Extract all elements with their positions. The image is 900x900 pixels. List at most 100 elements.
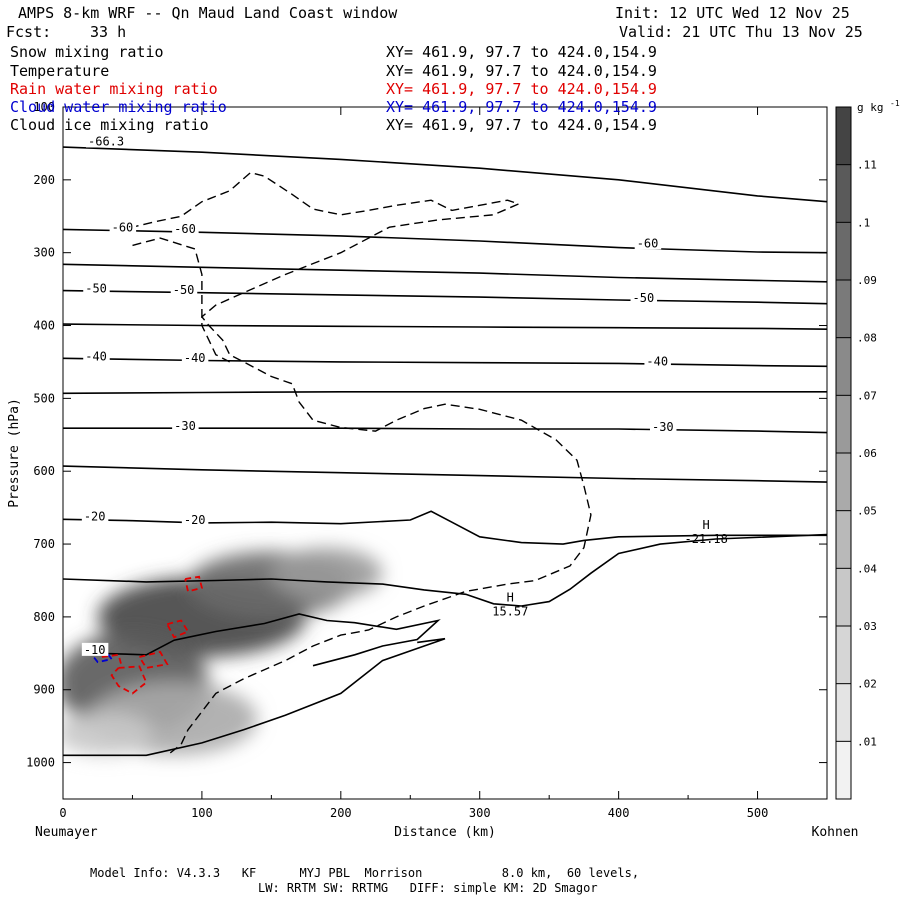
snow-contour-line	[132, 237, 231, 363]
colorbar-tick-label: .1	[857, 216, 870, 229]
colorbar-segment	[836, 568, 851, 626]
isotherm-label: -40	[646, 354, 668, 368]
colorbar-segment	[836, 683, 851, 742]
snow-shade-blob	[63, 711, 154, 756]
colorbar-tick-label: .06	[857, 447, 877, 460]
field-xy-snow: XY= 461.9, 97.7 to 424.0,154.9	[386, 43, 657, 61]
isotherm-label-bg	[630, 291, 658, 305]
cloud-water-contour-line	[90, 648, 114, 664]
isotherm-label: -50	[173, 283, 195, 297]
colorbar-tick-label: .11	[857, 159, 877, 172]
isotherm-line	[63, 391, 827, 395]
isotherm-label-bg	[181, 513, 209, 527]
x-tick-label: 0	[59, 806, 66, 820]
isotherm-label: -40	[184, 351, 206, 365]
x-tick-label: 100	[191, 806, 213, 820]
isotherm-line	[63, 533, 827, 607]
forecast-label: Fcst:	[6, 23, 52, 41]
high-value: 15.57	[492, 605, 528, 619]
isotherm-label-bg	[81, 509, 109, 523]
isotherm-label-bg	[86, 134, 128, 148]
isotherm-label: -30	[174, 419, 196, 433]
rain-contour-line	[110, 665, 148, 695]
cloud-water-contour-layer	[90, 648, 114, 664]
field-xy-cloud-ice: XY= 461.9, 97.7 to 424.0,154.9	[386, 116, 657, 134]
isotherm-label-bg	[634, 236, 662, 250]
isotherm-label: -20	[184, 513, 206, 527]
colorbar-tick-label: .08	[857, 332, 877, 345]
colorbar-segment	[836, 626, 851, 684]
isotherm-label-bg	[172, 221, 199, 235]
isotherm-line	[63, 465, 827, 483]
rain-contour-line	[101, 653, 123, 666]
colorbar-segment	[836, 164, 851, 223]
isotherm-line	[97, 613, 441, 667]
model-info-line-1: Model Info: V4.3.3 KF MYJ PBL Morrison 8…	[90, 866, 640, 880]
field-xy-temperature: XY= 461.9, 97.7 to 424.0,154.9	[386, 62, 657, 80]
x-tick-label: 200	[330, 806, 352, 820]
isotherm-label-bg	[170, 283, 198, 297]
right-endpoint-label: Kohnen	[812, 825, 859, 840]
field-xy-rain: XY= 461.9, 97.7 to 424.0,154.9	[386, 80, 657, 98]
rain-contour-line	[184, 575, 203, 593]
plot-frame	[62, 106, 828, 800]
forecast-hour: 33 h	[90, 23, 127, 41]
isotherm-label: -60	[174, 222, 196, 236]
colorbar-tick-label: .05	[857, 505, 877, 518]
field-name-rain: Rain water mixing ratio	[10, 80, 218, 98]
colorbar-segment	[836, 107, 851, 165]
colorbar-tick-label: .03	[857, 620, 877, 633]
isotherm-line	[63, 228, 827, 254]
isotherm-label-bg	[83, 349, 110, 363]
isotherm-line	[63, 289, 827, 305]
isotherm-label-bg	[109, 220, 137, 234]
y-tick-label: 600	[33, 464, 55, 478]
colorbar-units-label: g kg	[857, 101, 884, 114]
x-axis-label: Distance (km)	[394, 825, 496, 840]
isotherm-line	[63, 323, 827, 330]
rain-contour-layer	[101, 575, 203, 695]
colorbar-segment	[836, 453, 851, 511]
y-tick-label: 400	[33, 319, 55, 333]
valid-time: Valid: 21 UTC Thu 13 Nov 25	[619, 23, 863, 41]
colorbar-segment	[836, 741, 851, 799]
isotherm-line	[63, 427, 827, 434]
colorbar: .01 .02 .03 .04 .05 .06 .07 .08 .09 .1 .11 g kg -1	[835, 99, 900, 800]
snow-contour-line	[115, 171, 592, 756]
colorbar-tick-label: .09	[857, 274, 877, 287]
isotherm-label-bg	[83, 281, 110, 295]
colorbar-tick-label: .02	[857, 678, 877, 691]
isotherm-label: -60	[112, 220, 134, 234]
x-tick-label: 500	[747, 806, 769, 820]
field-name-cloud-ice: Cloud ice mixing ratio	[10, 116, 209, 134]
contour-label-layer: -66.3 -60 -60 -60 -50 -50 -50 -40 -40 -40 -30 -30 -2…	[81, 134, 728, 657]
y-tick-label: 700	[33, 537, 55, 551]
x-tick-label: 300	[469, 806, 491, 820]
high-value: -21.18	[684, 532, 727, 546]
y-tick-label: 900	[33, 683, 55, 697]
colorbar-tick-label: .07	[857, 389, 877, 402]
isotherm-label-bg	[81, 642, 109, 656]
isotherm-line	[63, 146, 827, 203]
isotherm-label: -50	[85, 282, 107, 296]
isotherm-label-bg	[181, 350, 209, 364]
colorbar-tick-label: .01	[857, 735, 877, 748]
high-marker: H	[507, 591, 514, 605]
colorbar-segment	[836, 395, 851, 453]
isotherm-line	[63, 357, 827, 368]
isotherm-label-bg	[644, 354, 671, 368]
y-tick-label: 800	[33, 610, 55, 624]
axis-layer: 0 100 200 300 400 500 100 200 300 400 500 600 700 800…	[7, 100, 858, 840]
x-tick-label: 400	[608, 806, 630, 820]
isotherm-label: -30	[652, 420, 674, 434]
snow-contour-layer	[115, 171, 592, 756]
init-time: Init: 12 UTC Wed 12 Nov 25	[615, 4, 850, 22]
isotherm-line	[63, 263, 827, 283]
high-marker: H	[703, 518, 710, 532]
field-name-snow: Snow mixing ratio	[10, 43, 164, 61]
isotherm-label: -40	[85, 349, 107, 363]
colorbar-segment	[836, 280, 851, 338]
isotherm-label: -60	[637, 236, 659, 250]
isotherm-layer	[63, 146, 827, 757]
